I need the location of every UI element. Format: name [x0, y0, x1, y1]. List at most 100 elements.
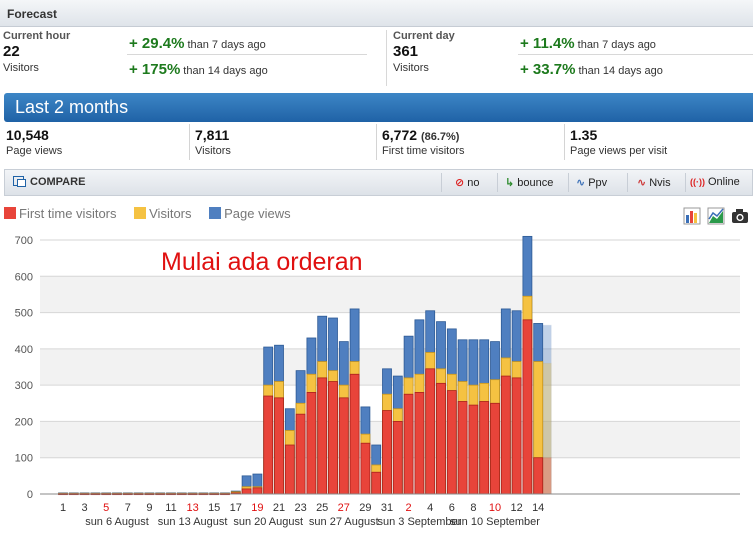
- y-tick-label: 0: [27, 489, 33, 501]
- x-tick-label: 2: [406, 502, 412, 514]
- ppv-icon: ∿: [576, 177, 586, 189]
- current-day-value: 361: [393, 43, 419, 60]
- week-label: sun 3 September: [378, 516, 462, 528]
- x-tick-label: 11: [165, 502, 176, 514]
- divider: [564, 124, 565, 160]
- bar-first-time-visitors: [317, 377, 328, 495]
- compare-toggle[interactable]: COMPARE: [13, 176, 85, 188]
- chart-legend: First time visitors Visitors Page views: [4, 206, 305, 222]
- bar-first-time-visitors: [457, 401, 468, 495]
- change-text: than 7 days ago: [187, 39, 266, 51]
- current-day-sub: Visitors: [393, 62, 429, 74]
- x-tick-label: 15: [208, 502, 220, 514]
- x-tick-label: 29: [359, 502, 371, 514]
- change-text: than 7 days ago: [577, 39, 656, 51]
- x-tick-label: 1: [60, 502, 66, 514]
- bar-first-time-visitors: [295, 413, 306, 495]
- bar-first-time-visitors: [479, 401, 490, 495]
- compare-button-label: bounce: [517, 177, 554, 189]
- current-day-label: Current day: [393, 30, 455, 42]
- x-tick-label: 31: [381, 502, 393, 514]
- compare-no-button[interactable]: ⊘ no: [455, 170, 479, 195]
- bar-first-time-visitors: [392, 421, 403, 495]
- compare-nvis-button[interactable]: ∿ Nvis: [637, 170, 671, 195]
- y-tick-label: 600: [15, 271, 33, 283]
- divider: [441, 173, 442, 192]
- compare-button-label: Nvis: [649, 177, 671, 189]
- x-tick-label: 21: [273, 502, 285, 514]
- x-tick-label: 27: [338, 502, 350, 514]
- bar-first-time-visitors: [252, 487, 263, 495]
- week-label: sun 10 September: [450, 516, 540, 528]
- forecast-header: Forecast: [0, 0, 753, 27]
- compare-ppv-button[interactable]: ∿ Ppv: [576, 170, 607, 195]
- compare-button-label: Ppv: [588, 177, 608, 189]
- bar-first-time-visitors: [284, 444, 295, 495]
- bar-first-time-visitors: [522, 319, 533, 495]
- x-tick-label: 8: [470, 502, 476, 514]
- summary-value: 1.35: [570, 127, 598, 143]
- divider: [376, 124, 377, 160]
- current-day-change-7d: + 11.4% than 7 days ago: [520, 35, 656, 53]
- current-hour-sub: Visitors: [3, 62, 39, 74]
- legend-swatch: [209, 207, 222, 219]
- change-pct: + 175%: [129, 61, 181, 78]
- bar-first-time-visitors: [338, 397, 349, 495]
- y-tick-label: 500: [15, 308, 33, 320]
- x-tick-label: 17: [230, 502, 242, 514]
- legend-swatch: [4, 207, 16, 219]
- grid-band: [40, 276, 740, 313]
- current-hour-change-7d: + 29.4% than 7 days ago: [129, 35, 266, 53]
- compare-online-button[interactable]: ((·)) Online: [690, 170, 740, 195]
- summary-row: 10,548 Page views 7,811 Visitors 6,772 (…: [0, 122, 753, 164]
- bar-first-time-visitors: [328, 381, 338, 495]
- x-tick-label: 4: [427, 502, 433, 514]
- bar-first-time-visitors: [468, 404, 479, 495]
- camera-icon[interactable]: [731, 207, 749, 225]
- summary-value: 10,548: [6, 127, 49, 143]
- y-tick-label: 200: [15, 416, 33, 428]
- compare-button-label: no: [467, 177, 480, 189]
- no-icon: ⊘: [455, 177, 465, 189]
- bar-first-time-visitors: [403, 393, 414, 495]
- compare-bounce-button[interactable]: ↳ bounce: [505, 170, 553, 195]
- summary-label: First time visitors: [382, 145, 465, 157]
- legend-item-first-time-visitors[interactable]: First time visitors: [4, 206, 117, 221]
- legend-label: Page views: [224, 206, 291, 221]
- x-tick-label: 5: [103, 502, 109, 514]
- period-title: Last 2 months: [15, 97, 129, 117]
- y-tick-label: 300: [15, 380, 33, 392]
- chart-annotation: Mulai ada orderan: [161, 248, 363, 276]
- divider: [685, 173, 686, 192]
- bar-first-time-visitors: [414, 391, 425, 495]
- summary-page-views-per-visit: 1.35 Page views per visit: [564, 122, 667, 162]
- current-hour-value: 22: [3, 43, 20, 60]
- current-hour-label: Current hour: [3, 30, 71, 42]
- divider: [497, 173, 498, 192]
- bar-chart-icon[interactable]: [683, 207, 701, 225]
- nvis-icon: ∿: [637, 177, 647, 189]
- x-tick-label: 14: [532, 502, 544, 514]
- summary-percent: (86.7%): [420, 131, 460, 143]
- bar-first-time-visitors: [436, 382, 446, 495]
- bar-first-time-visitors: [241, 488, 252, 495]
- period-header: Last 2 months: [4, 93, 753, 122]
- bar-first-time-visitors: [360, 442, 371, 495]
- forecast-title: Forecast: [7, 7, 58, 21]
- divider: [518, 54, 753, 55]
- x-tick-label: 7: [125, 502, 131, 514]
- legend-item-visitors[interactable]: Visitors: [134, 206, 192, 221]
- bar-first-time-visitors: [306, 391, 317, 495]
- bar-first-time-visitors: [263, 395, 274, 495]
- bar-first-time-visitors: [382, 410, 392, 495]
- x-tick-label: 3: [82, 502, 88, 514]
- x-tick-label: 25: [316, 502, 328, 514]
- bar-first-time-visitors: [446, 390, 457, 495]
- current-day-change-14d: + 33.7% than 14 days ago: [520, 61, 663, 79]
- divider: [627, 173, 628, 192]
- legend-item-page-views[interactable]: Page views: [209, 206, 291, 221]
- legend-swatch: [134, 207, 147, 219]
- area-chart-icon[interactable]: [707, 207, 725, 225]
- week-label: sun 20 August: [233, 516, 303, 528]
